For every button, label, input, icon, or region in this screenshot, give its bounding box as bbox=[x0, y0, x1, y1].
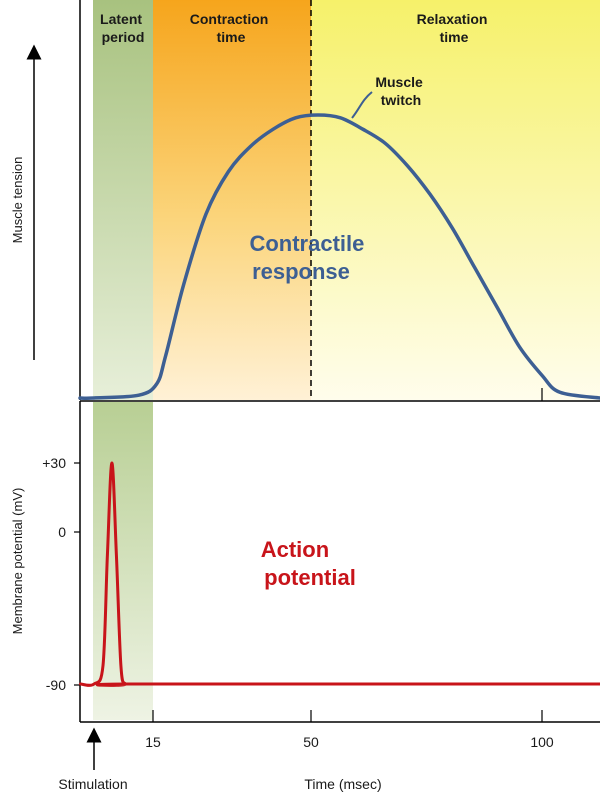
y-tick-label-minus90: -90 bbox=[46, 677, 66, 693]
phase-bands bbox=[93, 0, 600, 400]
x-tick-label-50: 50 bbox=[303, 734, 319, 750]
contractile-response-label: Contractile response bbox=[249, 231, 370, 284]
muscle-twitch-annotation: Muscle twitch bbox=[375, 74, 426, 108]
y-tick-label-plus30: +30 bbox=[42, 455, 66, 471]
action-potential-label: Action potential bbox=[261, 537, 356, 590]
relaxation-time-band bbox=[311, 0, 600, 400]
stimulation-label: Stimulation bbox=[58, 776, 127, 792]
membrane-potential-ticks: +30 0 -90 bbox=[42, 455, 80, 693]
relaxation-time-label: Relaxation time bbox=[417, 11, 492, 45]
x-tick-label-15: 15 bbox=[145, 734, 161, 750]
contraction-time-band bbox=[153, 0, 311, 400]
time-axis-ticks: 15 50 100 bbox=[145, 710, 554, 750]
muscle-tension-label: Muscle tension bbox=[10, 157, 25, 244]
time-axis-label: Time (msec) bbox=[304, 776, 381, 792]
contractile-response-curve bbox=[78, 113, 600, 400]
contraction-time-label: Contraction time bbox=[190, 11, 272, 45]
membrane-potential-label: Membrane potential (mV) bbox=[10, 488, 25, 635]
latent-period-band bbox=[93, 0, 153, 400]
x-tick-label-100: 100 bbox=[530, 734, 554, 750]
y-tick-label-0: 0 bbox=[58, 524, 66, 540]
muscle-twitch-leader bbox=[351, 91, 373, 119]
action-potential-trace bbox=[79, 461, 600, 687]
latent-period-label: Latent period bbox=[100, 11, 146, 45]
